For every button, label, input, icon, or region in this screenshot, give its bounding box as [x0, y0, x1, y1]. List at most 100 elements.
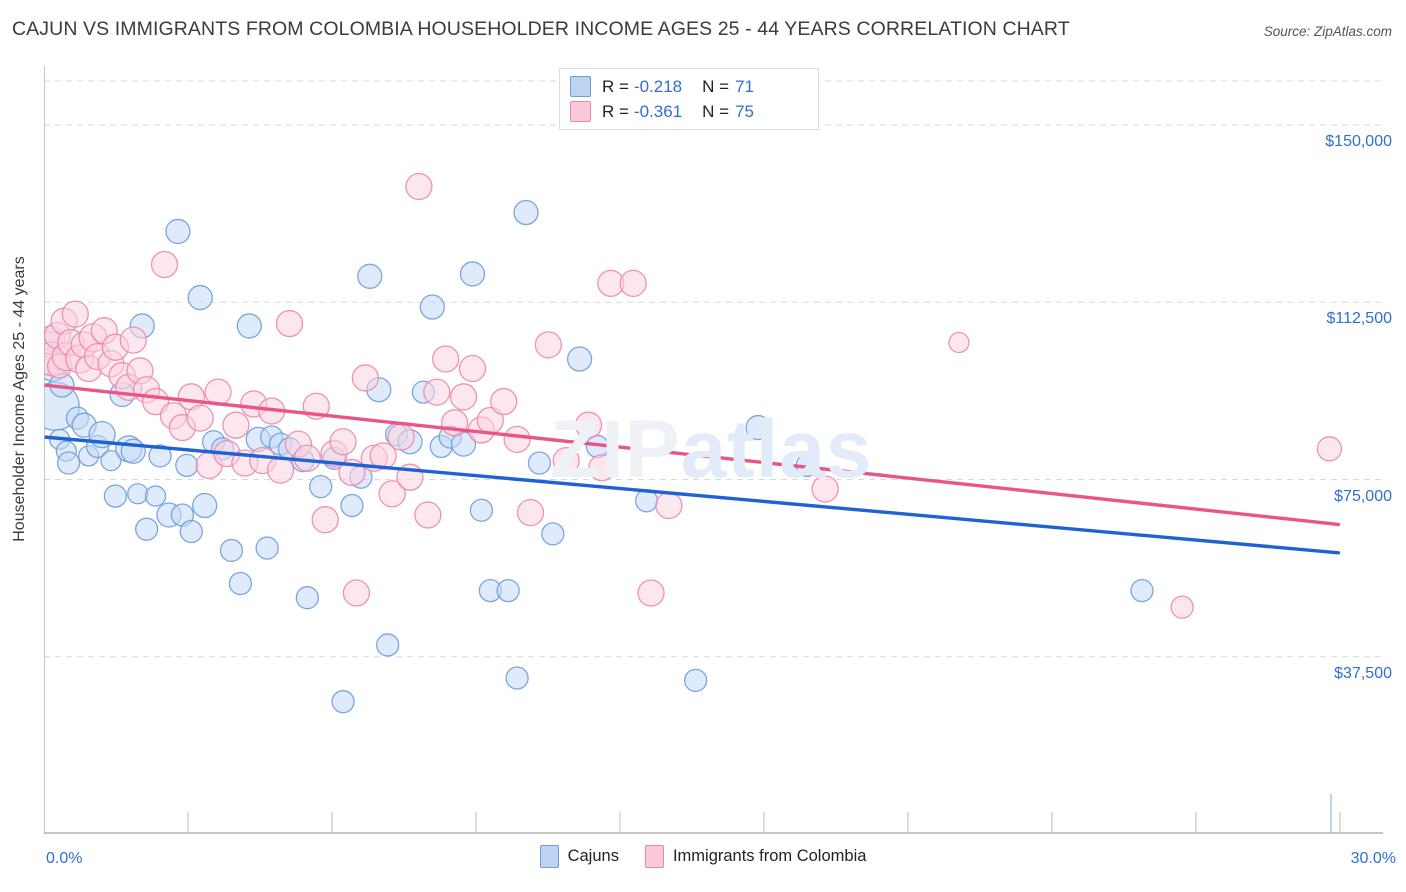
scatter-point: [655, 491, 683, 520]
scatter-point: [534, 331, 563, 359]
scatter-point: [423, 378, 451, 406]
scatter-point: [222, 411, 250, 439]
r-label: R =: [602, 76, 629, 96]
scatter-point: [331, 690, 355, 714]
y-axis-title: Householder Income Ages 25 - 44 years: [11, 256, 28, 542]
scatter-point: [135, 517, 159, 541]
data-points: [44, 172, 1343, 714]
series-legend-item[interactable]: Immigrants from Colombia: [644, 845, 867, 868]
scatter-point: [574, 411, 603, 439]
scatter-point: [357, 263, 383, 289]
scatter-point: [266, 456, 295, 484]
scatter-point: [61, 300, 89, 328]
n-value: 71: [735, 76, 754, 96]
scatter-point: [179, 519, 203, 544]
scatter-point: [414, 501, 442, 529]
series-legend-label: Immigrants from Colombia: [672, 847, 867, 865]
n-label: N =: [702, 76, 730, 96]
scatter-point: [1130, 578, 1154, 603]
scatter-point: [496, 578, 520, 603]
scatter-point: [811, 475, 839, 503]
scatter-point: [387, 423, 415, 451]
legend-color-swatch: [570, 101, 591, 122]
x-axis-ticks: [187, 794, 1341, 833]
scatter-point: [432, 345, 460, 373]
scatter-point: [192, 492, 218, 519]
plot-area: [44, 66, 1383, 834]
y-axis-tick-label: $75,000: [1334, 487, 1392, 505]
trend-line: [44, 435, 1341, 555]
scatter-point: [144, 485, 167, 507]
scatter-point: [175, 453, 199, 478]
scatter-point: [516, 498, 545, 527]
scatter-point: [219, 538, 244, 563]
n-label: N =: [702, 101, 730, 121]
scatter-point: [127, 483, 149, 505]
scatter-point: [351, 364, 380, 392]
r-label: R =: [602, 101, 629, 121]
correlation-legend-row: R = -0.361 N = 75: [570, 99, 808, 124]
y-axis-tick-label: $37,500: [1334, 664, 1392, 682]
scatter-point: [228, 571, 253, 596]
scatter-point: [469, 498, 494, 522]
scatter-point: [1170, 595, 1194, 619]
scatter-point: [637, 579, 665, 607]
scatter-point: [165, 218, 191, 245]
scatter-point: [255, 536, 279, 560]
scatter-point: [378, 480, 406, 508]
series-legend: Cajuns Immigrants from Colombia: [0, 845, 1406, 868]
scatter-point: [342, 579, 371, 607]
scatter-point: [527, 451, 552, 475]
scatter-point: [340, 493, 364, 518]
scatter-canvas: [44, 66, 1383, 834]
scatter-point: [275, 309, 304, 338]
x-axis-max-label: 30.0%: [1350, 850, 1396, 867]
series-legend-swatch: [644, 845, 664, 868]
scatter-point: [311, 506, 339, 534]
scatter-point: [503, 425, 531, 454]
series-legend-item[interactable]: Cajuns: [539, 845, 619, 868]
scatter-point: [187, 284, 213, 311]
scatter-point: [1316, 436, 1343, 462]
scatter-point: [459, 261, 486, 287]
r-value: -0.361: [633, 101, 683, 121]
scatter-point: [56, 451, 81, 475]
correlation-legend: R = -0.218 N = 71 R = -0.361 N = 75: [559, 68, 819, 130]
trend-line: [44, 383, 1341, 527]
scatter-point: [148, 444, 172, 468]
scatter-point: [566, 346, 593, 372]
scatter-point: [948, 331, 970, 354]
scatter-point: [458, 354, 487, 383]
scatter-point: [309, 474, 333, 499]
scatter-point: [419, 294, 445, 320]
scatter-point: [552, 446, 580, 475]
page-title: CAJUN VS IMMIGRANTS FROM COLOMBIA HOUSEH…: [12, 18, 1070, 40]
legend-color-swatch: [570, 76, 591, 97]
scatter-point: [150, 250, 179, 279]
y-axis-tick-label: $112,500: [1326, 310, 1392, 328]
scatter-point: [513, 199, 539, 226]
scatter-point: [100, 449, 122, 472]
scatter-point: [295, 586, 319, 610]
x-axis-min-label: 0.0%: [46, 850, 83, 867]
scatter-point: [745, 414, 771, 441]
scatter-point: [683, 668, 708, 693]
correlation-legend-row: R = -0.218 N = 71: [570, 74, 808, 99]
scatter-point: [405, 172, 433, 201]
scatter-point: [490, 387, 518, 416]
scatter-point: [505, 666, 529, 690]
r-value: -0.218: [633, 76, 683, 96]
scatter-point: [449, 383, 478, 411]
series-legend-label: Cajuns: [567, 847, 619, 865]
trend-lines: [44, 383, 1341, 555]
scatter-point: [119, 326, 147, 354]
scatter-point: [186, 404, 214, 432]
scatter-point: [588, 454, 616, 482]
scatter-point: [541, 522, 565, 546]
scatter-point: [103, 484, 128, 508]
source-attribution: Source: ZipAtlas.com: [1263, 24, 1392, 39]
scatter-point: [236, 313, 262, 339]
scatter-point: [619, 269, 647, 298]
scatter-point: [376, 633, 400, 657]
